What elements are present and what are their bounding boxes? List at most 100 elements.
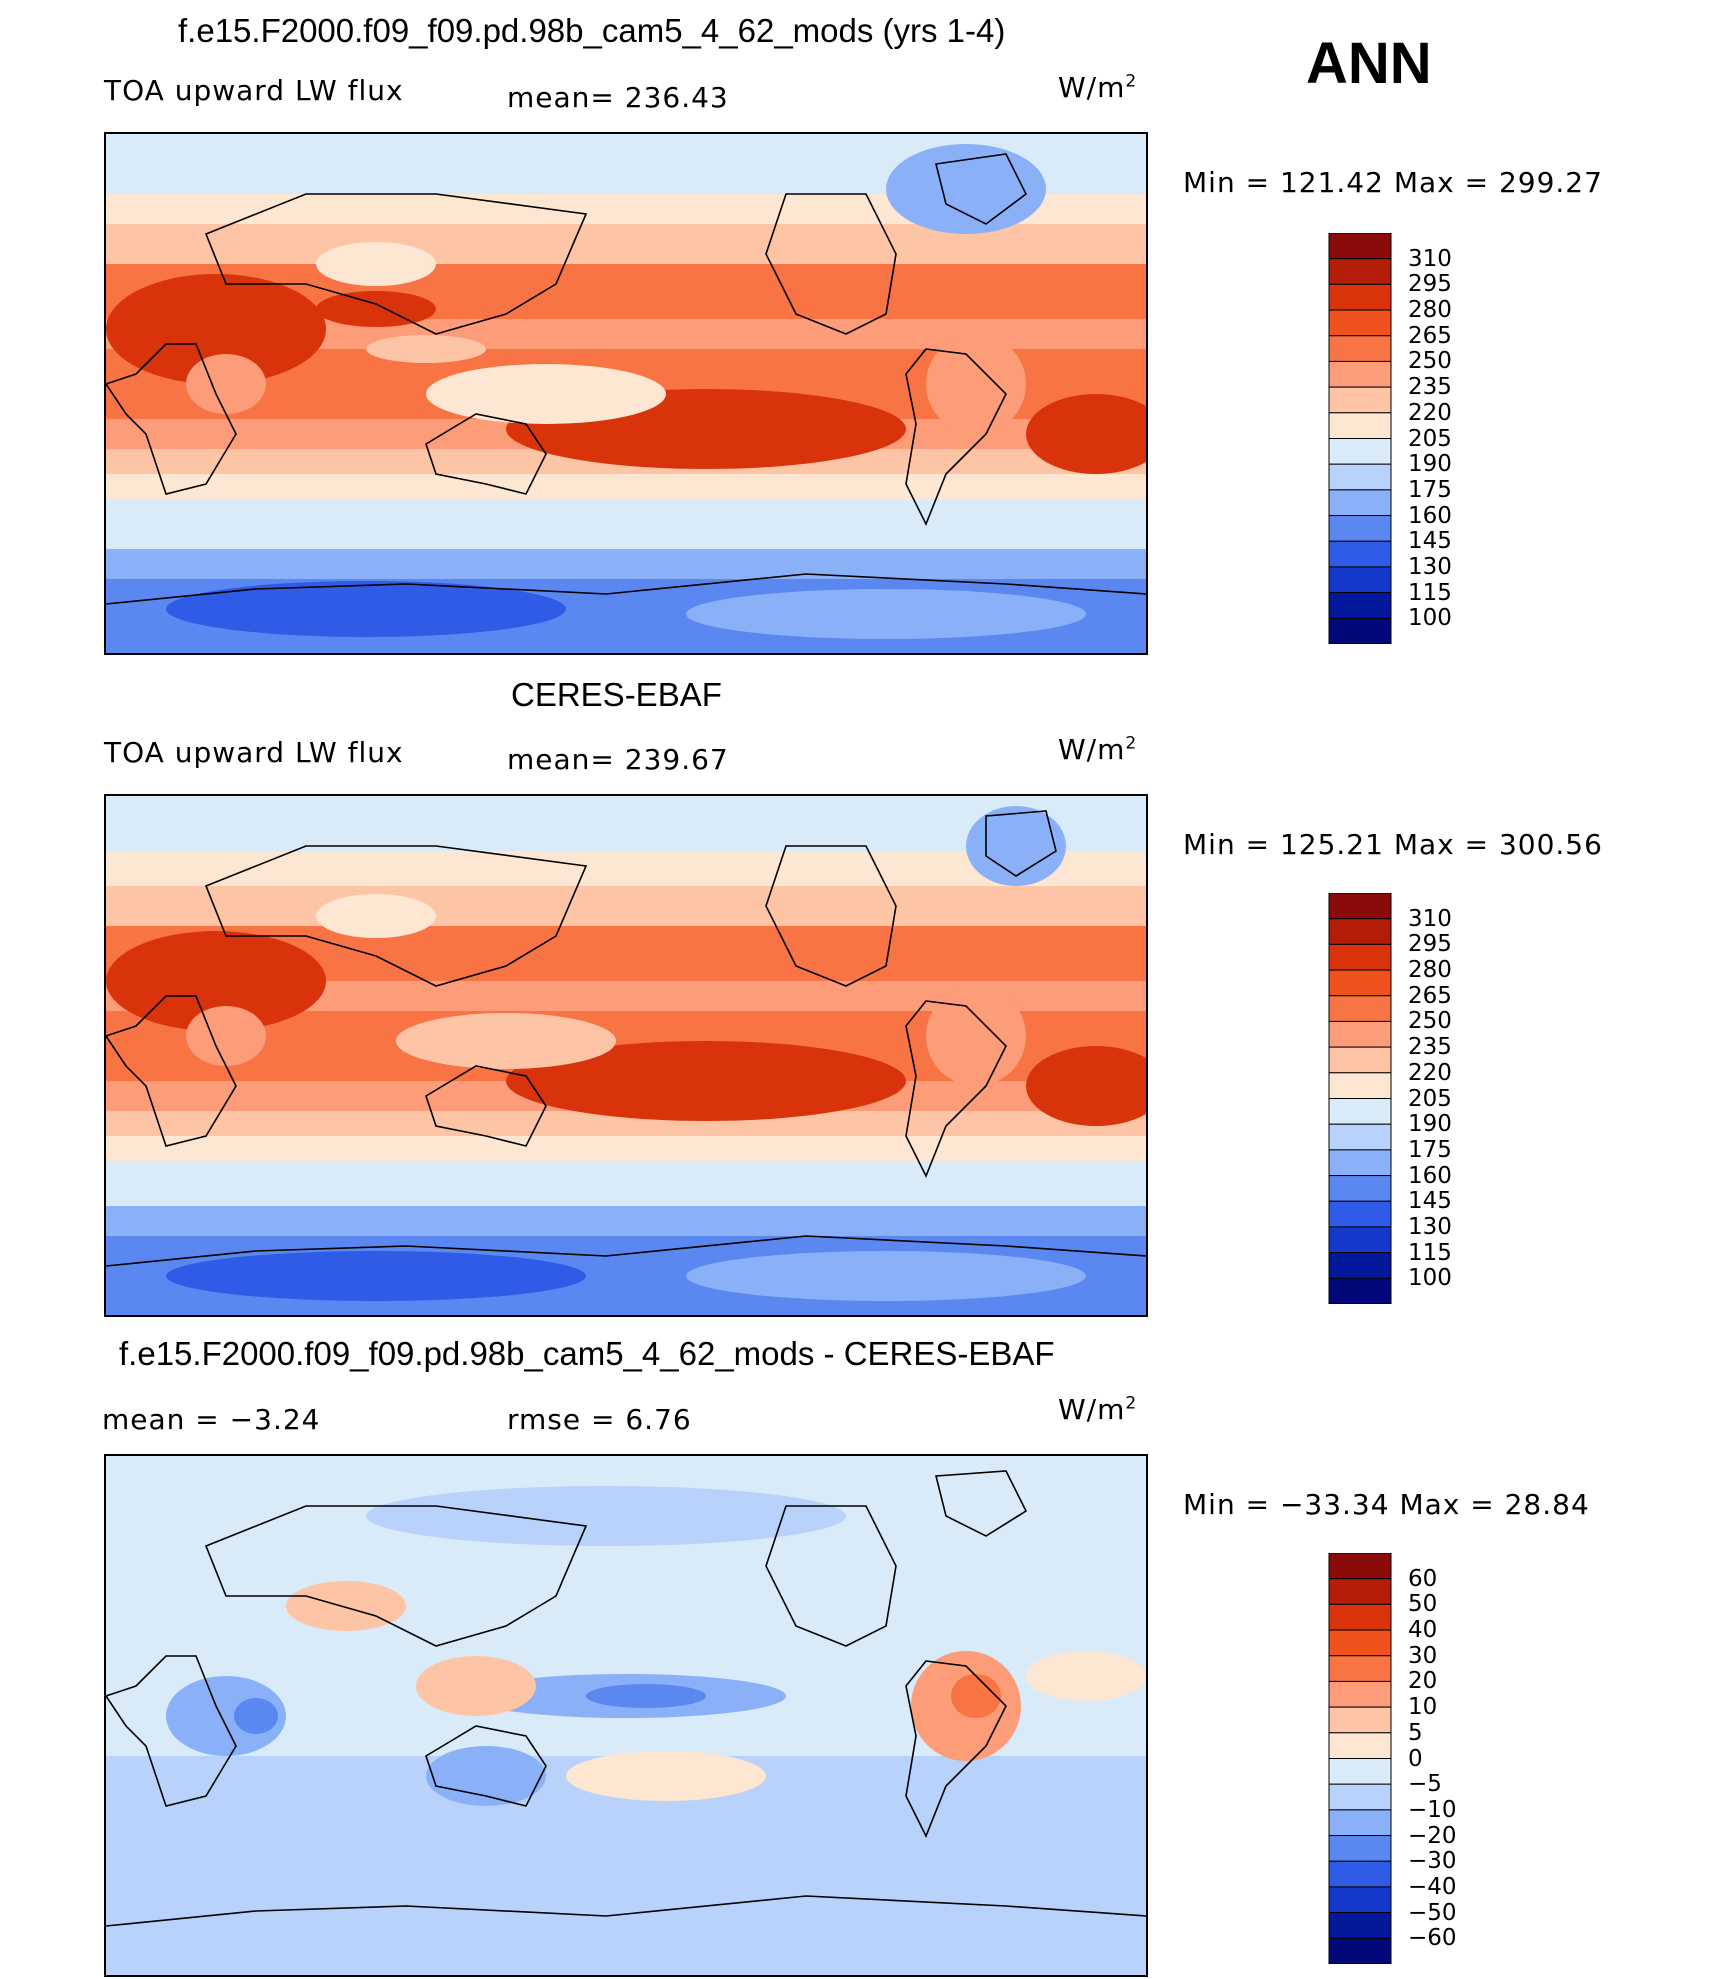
colorbar-label: 160 xyxy=(1408,502,1452,529)
east-africa-neg xyxy=(166,1676,286,1756)
panel1-variable-label: TOA upward LW flux xyxy=(104,74,404,107)
west-antarctic xyxy=(686,589,1086,639)
south-america-outline xyxy=(905,1000,1007,1178)
colorbar-label: 160 xyxy=(1408,1162,1452,1189)
panel2-unit-label: W/m2 xyxy=(1058,733,1137,766)
colorbar-box xyxy=(1328,566,1392,594)
colorbar-box xyxy=(1328,1123,1392,1151)
south-pacific-positive xyxy=(566,1751,766,1801)
panel3-mean-label: mean = −3.24 xyxy=(102,1403,321,1436)
colorbar-label: 265 xyxy=(1408,982,1452,1009)
colorbar-box xyxy=(1328,463,1392,491)
colorbar-label: 220 xyxy=(1408,1059,1452,1086)
s-atlantic-max xyxy=(1026,394,1146,474)
band-southern-ocean xyxy=(106,499,1146,549)
unit-exponent: 2 xyxy=(1125,1393,1138,1414)
maritime-low xyxy=(366,335,486,363)
colorbar-label: 310 xyxy=(1408,245,1452,272)
colorbar-box xyxy=(1328,386,1392,414)
colorbar-label: 115 xyxy=(1408,1239,1452,1266)
antarctic-low xyxy=(166,581,566,637)
colorbar-box xyxy=(1328,1098,1392,1125)
panel1-map xyxy=(104,132,1148,655)
colorbar-box xyxy=(1328,258,1392,285)
colorbar-label: 175 xyxy=(1408,1136,1452,1163)
africa-outline xyxy=(106,1655,237,1807)
panel1-title: f.e15.F2000.f09_f09.pd.98b_cam5_4_62_mod… xyxy=(178,12,1006,49)
east-africa-neg-core xyxy=(234,1698,278,1734)
sahara-max xyxy=(106,274,326,384)
africa-outline xyxy=(106,343,237,495)
season-label: ANN xyxy=(1306,31,1432,96)
arabia-max xyxy=(316,291,436,327)
colorbar-label: −10 xyxy=(1408,1796,1457,1823)
panel3-colorbar-labels: 60 50 40 30 20 10 5 0 −5 −10 −20 −30 −40 −50 −60 xyxy=(1408,1553,1508,1964)
se-pacific-max xyxy=(506,1041,906,1121)
colorbar-label: 30 xyxy=(1408,1642,1438,1669)
colorbar-label: 250 xyxy=(1408,348,1452,375)
colorbar-label: 295 xyxy=(1408,931,1452,958)
colorbar-label: 190 xyxy=(1408,1111,1452,1138)
colorbar-label: 295 xyxy=(1408,271,1452,298)
australia-outline xyxy=(425,1725,547,1807)
colorbar-box xyxy=(1328,1732,1392,1759)
band-antarctic-edge xyxy=(106,549,1146,579)
band-southern-ocean xyxy=(106,1161,1146,1206)
colorbar-box xyxy=(1328,335,1392,362)
equatorial-pacific-neg-core xyxy=(586,1684,706,1708)
congo-low xyxy=(186,1006,266,1066)
colorbar-box xyxy=(1328,1860,1392,1888)
colorbar-box xyxy=(1328,1680,1392,1708)
amazon-low xyxy=(926,334,1026,434)
colorbar-label: 145 xyxy=(1408,1188,1452,1215)
warm-pool-low xyxy=(396,1013,616,1069)
colorbar-box xyxy=(1328,1277,1392,1305)
colorbar-box xyxy=(1328,1252,1392,1279)
colorbar-box xyxy=(1328,918,1392,945)
colorbar-label: 100 xyxy=(1408,605,1452,632)
colorbar-label: 280 xyxy=(1408,297,1452,324)
africa-outline xyxy=(106,995,237,1147)
panel2-map xyxy=(104,794,1148,1317)
colorbar-box xyxy=(1328,360,1392,388)
india-positive xyxy=(286,1581,406,1631)
colorbar-box xyxy=(1328,438,1392,465)
north-america-outline xyxy=(765,193,897,335)
panel1-unit-label: W/m2 xyxy=(1058,71,1137,104)
antarctica-outline xyxy=(106,573,1146,605)
colorbar-label: −50 xyxy=(1408,1899,1457,1926)
colorbar-label: 0 xyxy=(1408,1745,1423,1772)
colorbar-label: 115 xyxy=(1408,579,1452,606)
colorbar-box xyxy=(1328,969,1392,997)
eurasia-outline xyxy=(204,845,588,987)
colorbar-box xyxy=(1328,283,1392,311)
band-north-sub xyxy=(106,886,1146,931)
colorbar-label: 20 xyxy=(1408,1668,1438,1695)
eurasia-outline xyxy=(204,1505,588,1647)
colorbar-label: −30 xyxy=(1408,1848,1457,1875)
colorbar-label: 175 xyxy=(1408,476,1452,503)
colorbar-box xyxy=(1328,515,1392,542)
south-america-outline xyxy=(905,1660,1007,1838)
antarctic-low xyxy=(166,1251,586,1301)
colorbar-box xyxy=(1328,1937,1392,1965)
colorbar-box xyxy=(1328,1655,1392,1682)
panel2-title: CERES-EBAF xyxy=(511,676,722,713)
australia-neg xyxy=(426,1746,546,1806)
panel2-minmax-label: Min = 125.21 Max = 300.56 xyxy=(1183,828,1603,861)
colorbar-box xyxy=(1328,309,1392,337)
colorbar-box xyxy=(1328,592,1392,619)
unit-exponent: 2 xyxy=(1125,733,1138,754)
colorbar-box xyxy=(1328,1758,1392,1785)
colorbar-label: 10 xyxy=(1408,1694,1438,1721)
colorbar-box xyxy=(1328,412,1392,439)
colorbar-box xyxy=(1328,892,1392,920)
coastlines xyxy=(106,810,1146,1267)
congo-low xyxy=(186,354,266,414)
atlantic-positive xyxy=(1026,1651,1146,1701)
greenland-outline xyxy=(985,810,1057,877)
australia-outline xyxy=(425,413,547,495)
colorbar-box xyxy=(1328,1578,1392,1605)
panel3-rmse-label: rmse = 6.76 xyxy=(507,1403,692,1436)
colorbar-box xyxy=(1328,1706,1392,1734)
